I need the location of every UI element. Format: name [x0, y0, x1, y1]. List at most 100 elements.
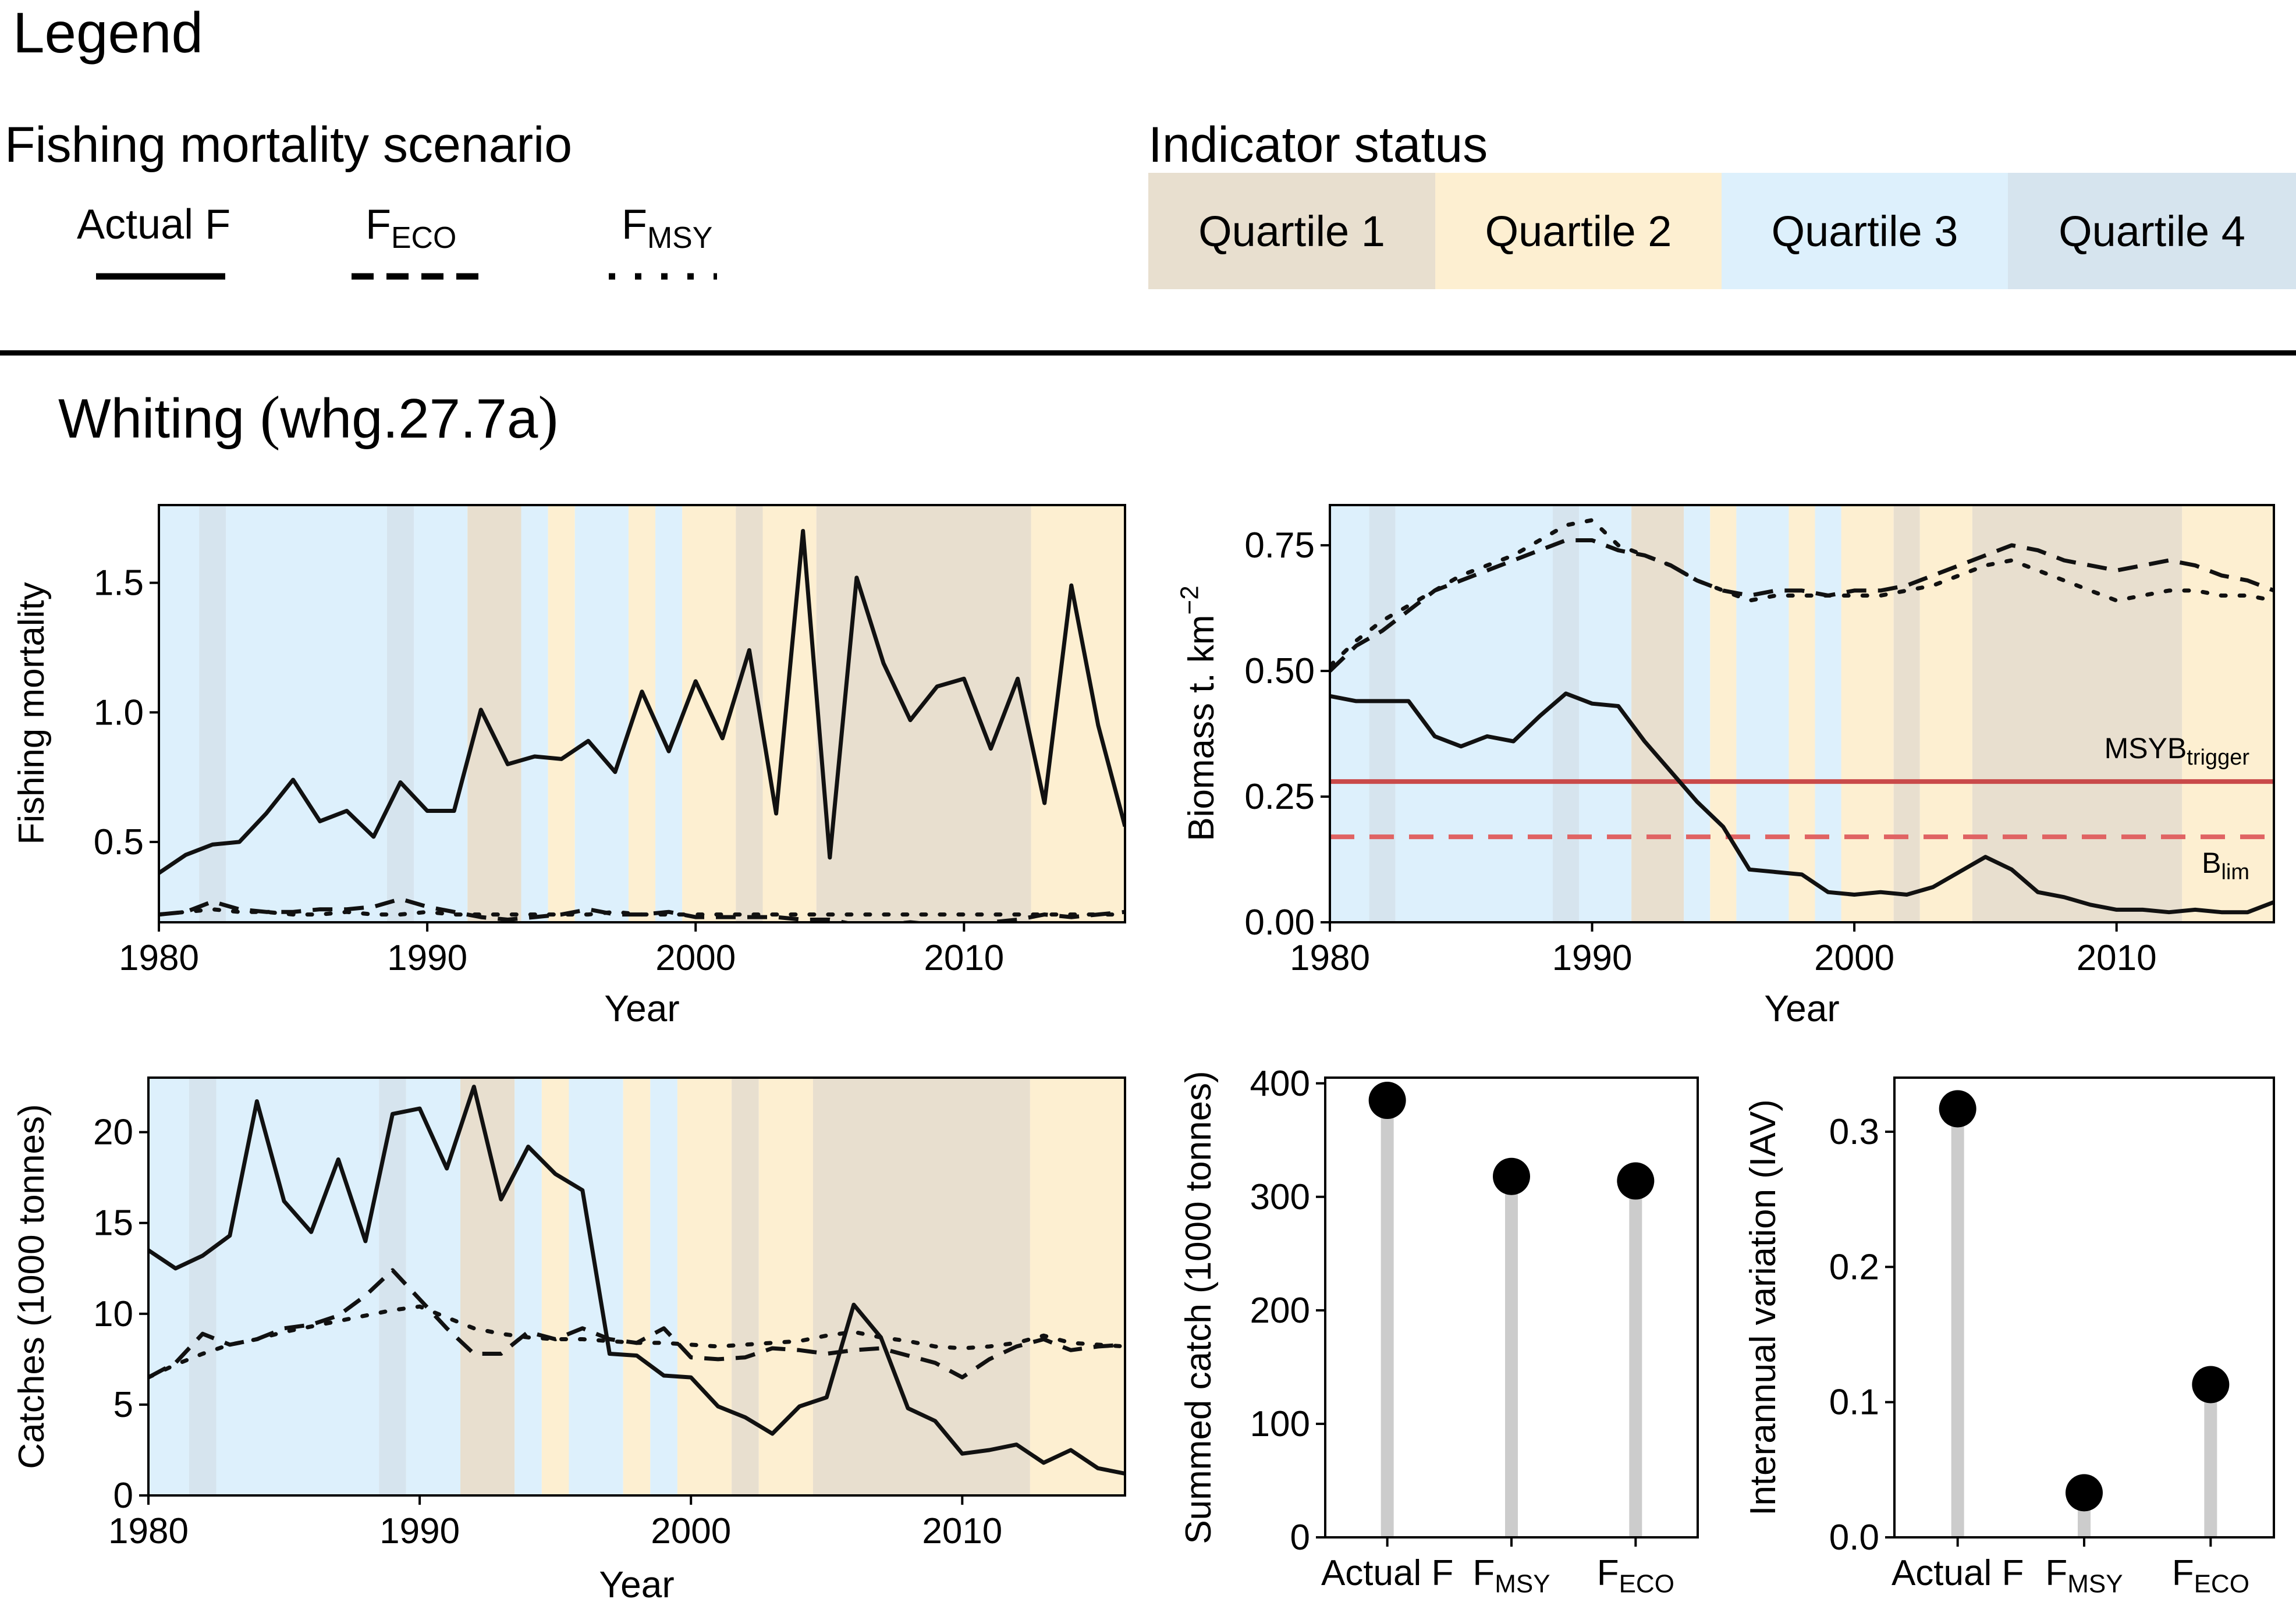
fishing-mortality-xtick-label: 1980 — [119, 938, 199, 978]
catches-band-q2 — [541, 1078, 569, 1495]
catches-ytick-label: 0 — [113, 1476, 133, 1516]
fishing-mortality-band-q1 — [467, 505, 521, 922]
fishing-mortality-xtick-label: 2010 — [924, 938, 1004, 978]
biomass-band-q4 — [1552, 505, 1580, 922]
quartile-2-label: Quartile 2 — [1485, 207, 1672, 255]
biomass-ytick-label: 0.75 — [1244, 525, 1315, 566]
iav-xtick-label: Actual F — [1892, 1553, 2024, 1593]
catches-band-q2 — [758, 1078, 813, 1495]
summed-catch-xtick-label: FMSY — [1472, 1553, 1550, 1598]
iav-xtick-label: FECO — [2172, 1553, 2249, 1598]
iav-ytick-label: 0.0 — [1829, 1518, 1879, 1558]
biomass-band-q2 — [1919, 505, 1972, 922]
fishing-mortality-band-q4 — [386, 505, 414, 922]
fishing-mortality-band-q2 — [548, 505, 575, 922]
catches-ytick-label: 20 — [93, 1113, 133, 1153]
catches-series-fmsy — [148, 1304, 1125, 1380]
biomass-ref-label-blim: Blim — [2202, 847, 2249, 884]
catches-frame — [147, 1076, 1126, 1497]
biomass-ylabel: Biomass t. km−2 — [1176, 585, 1222, 841]
catches-xtick-label: 2010 — [922, 1511, 1002, 1551]
fishing-scenario-title: Fishing mortality scenario — [5, 117, 573, 173]
legend-feco-label: FECO — [365, 201, 457, 254]
summed-catch-point — [1493, 1157, 1530, 1195]
catches-band-q4 — [189, 1078, 217, 1495]
catches-band-q3 — [569, 1078, 623, 1495]
legend-title: Legend — [13, 1, 204, 65]
fishing-mortality-band-q4 — [199, 505, 226, 922]
summed-catch-xtick-label: Actual F — [1321, 1553, 1453, 1593]
catches-band-q3 — [148, 1078, 189, 1495]
fishing-mortality-band-q1 — [816, 505, 1031, 922]
stock-title: Whiting (whg.27.7a) — [58, 384, 559, 451]
biomass-ytick-label: 0.00 — [1244, 903, 1315, 943]
quartile-1-box: Quartile 1 — [1148, 173, 1435, 289]
legend-actual-label: Actual F — [77, 201, 231, 248]
fishing-mortality-ylabel: Fishing mortality — [12, 582, 52, 844]
catches-ytick-label: 10 — [93, 1294, 133, 1334]
catches-band-q4 — [379, 1078, 406, 1495]
summed-catch-point — [1617, 1162, 1655, 1200]
iav-point — [2192, 1366, 2230, 1404]
biomass-band-q1 — [1893, 505, 1920, 922]
biomass-band-q1 — [1631, 505, 1684, 922]
quartile-3-box: Quartile 3 — [1722, 173, 2008, 289]
fishing-mortality-ytick-label: 0.5 — [94, 822, 144, 862]
quartile-2-box: Quartile 2 — [1435, 173, 1722, 289]
fishing-mortality-xtick-label: 2000 — [655, 938, 736, 978]
iav-ytick-label: 0.2 — [1829, 1247, 1879, 1287]
fishing-mortality-ytick-label: 1.0 — [94, 692, 144, 733]
catches-band-q3 — [650, 1078, 677, 1495]
summed-catch-ylabel: Summed catch (1000 tonnes) — [1179, 1071, 1219, 1544]
catches-xlabel: Year — [599, 1564, 674, 1605]
catches-band-q2 — [1030, 1078, 1125, 1495]
catches-band-q1 — [732, 1078, 759, 1495]
iav-point — [1939, 1090, 1976, 1128]
catches-band-q3 — [216, 1078, 379, 1495]
quartile-1-label: Quartile 1 — [1198, 207, 1385, 255]
legend-line-samples — [96, 273, 717, 280]
section-divider — [0, 350, 2296, 356]
biomass-series-feco — [1330, 538, 2274, 673]
catches-xtick-label: 1980 — [108, 1511, 189, 1551]
biomass-band-q2 — [1841, 505, 1894, 922]
summed-catch-ytick-label: 0 — [1290, 1518, 1310, 1558]
iav-ylabel: Interannual variation (IAV) — [1743, 1099, 1783, 1516]
iav-ytick-label: 0.1 — [1829, 1383, 1879, 1423]
biomass-ref-label-msybtrigger: MSYBtrigger — [2105, 732, 2250, 770]
fishing-mortality-series-actual-f — [159, 529, 1125, 875]
catches-band-q2 — [677, 1078, 732, 1495]
biomass-xtick-label: 2000 — [1814, 938, 1894, 978]
catches-ylabel: Catches (1000 tonnes) — [12, 1104, 52, 1469]
biomass-band-q3 — [1815, 505, 1841, 922]
biomass-xlabel: Year — [1764, 987, 1839, 1029]
summed-catch-point — [1368, 1082, 1406, 1120]
fishing-mortality-band-q3 — [414, 505, 468, 922]
catches-band-q3 — [514, 1078, 542, 1495]
catches-xtick-label: 1990 — [379, 1511, 460, 1551]
biomass-xtick-label: 1990 — [1552, 938, 1633, 978]
biomass-band-q2 — [2182, 505, 2274, 922]
biomass-band-q3 — [1330, 505, 1369, 922]
quartile-4-box: Quartile 4 — [2008, 173, 2296, 289]
fishing-mortality-band-q3 — [574, 505, 629, 922]
fishing-mortality-band-q3 — [521, 505, 548, 922]
biomass-band-q3 — [1736, 505, 1789, 922]
summed-catch-ytick-label: 200 — [1250, 1291, 1310, 1331]
iav-xtick-label: FMSY — [2045, 1553, 2123, 1598]
fishing-mortality-band-q3 — [226, 505, 387, 922]
biomass-band-q4 — [1369, 505, 1396, 922]
legend-fmsy-label: FMSY — [622, 201, 713, 254]
biomass-xtick-label: 2010 — [2077, 938, 2157, 978]
catches-ytick-label: 15 — [93, 1203, 133, 1243]
fishing-mortality-band-q2 — [762, 505, 817, 922]
catches-band-q3 — [406, 1078, 461, 1495]
quartile-4-label: Quartile 4 — [2059, 207, 2245, 255]
quartile-3-label: Quartile 3 — [1771, 207, 1958, 255]
fishing-mortality-xlabel: Year — [604, 987, 679, 1029]
iav-point — [2066, 1474, 2103, 1512]
iav-ytick-label: 0.3 — [1829, 1112, 1879, 1152]
catches-band-q2 — [623, 1078, 651, 1495]
fishing-mortality-series-fmsy — [159, 907, 1125, 917]
